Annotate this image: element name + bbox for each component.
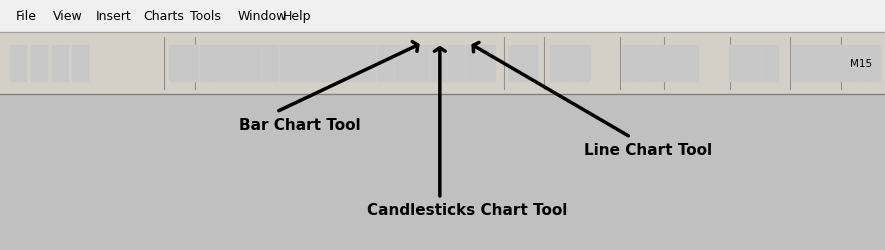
Bar [52,46,68,81]
Bar [574,46,590,81]
Bar [377,46,393,81]
Bar [729,46,745,81]
Bar [466,46,481,81]
Text: Window: Window [237,10,287,23]
Text: Line Chart Tool: Line Chart Tool [584,142,712,158]
Text: Bar Chart Tool: Bar Chart Tool [239,118,360,132]
Bar [837,46,853,81]
Bar [312,46,328,81]
Bar [562,46,578,81]
Bar [327,46,342,81]
Bar [169,46,185,81]
Bar [72,46,88,81]
Bar [10,46,26,81]
Text: Help: Help [283,10,312,23]
Bar [297,46,313,81]
Bar [213,46,229,81]
Bar [262,46,278,81]
Bar [521,46,537,81]
Text: M15: M15 [850,59,872,69]
Bar [508,46,524,81]
Bar [244,46,260,81]
Bar [479,46,495,81]
Bar [0,0,885,32]
Bar [808,46,824,81]
Bar [0,32,885,95]
Text: Charts: Charts [143,10,184,23]
Bar [448,46,464,81]
Bar [822,46,838,81]
Bar [200,46,216,81]
Bar [649,46,665,81]
Bar [31,46,47,81]
Bar [864,46,880,81]
Bar [850,46,866,81]
Bar [280,46,296,81]
Bar [791,46,807,81]
Bar [666,46,682,81]
Bar [359,46,375,81]
Text: Insert: Insert [96,10,131,23]
Text: View: View [53,10,83,23]
Bar [182,46,198,81]
Bar [622,46,638,81]
Bar [744,46,760,81]
Text: Candlesticks Chart Tool: Candlesticks Chart Tool [367,202,567,218]
Bar [550,46,566,81]
Bar [762,46,778,81]
Text: Tools: Tools [190,10,221,23]
Bar [229,46,245,81]
Bar [342,46,358,81]
Bar [395,46,411,81]
Bar [636,46,652,81]
Bar [430,46,446,81]
Bar [412,46,428,81]
Bar [682,46,698,81]
Text: File: File [16,10,37,23]
